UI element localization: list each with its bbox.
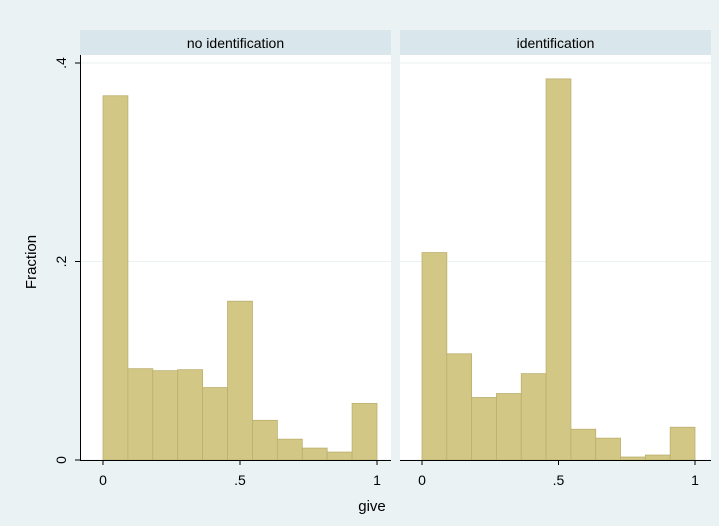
x-axis-label: give bbox=[358, 498, 386, 515]
histogram-bar bbox=[446, 353, 473, 461]
panel-title: no identification bbox=[187, 35, 284, 51]
histogram-bar bbox=[177, 369, 204, 461]
histogram-bar bbox=[152, 370, 179, 461]
histogram-bar bbox=[127, 368, 154, 461]
y-tick-label: 0 bbox=[53, 456, 69, 464]
x-tick-label: 0 bbox=[418, 472, 426, 488]
histogram-bar bbox=[471, 397, 497, 461]
panel-2: identification 0 .5 1 bbox=[400, 30, 711, 488]
histogram-bar bbox=[520, 373, 547, 461]
histogram-bar bbox=[276, 438, 303, 461]
panel-title-strip bbox=[80, 30, 391, 55]
histogram-bar bbox=[301, 447, 328, 461]
histogram-bar bbox=[252, 419, 278, 461]
histogram-bar bbox=[644, 454, 671, 461]
x-tick-label: .5 bbox=[553, 472, 565, 488]
y-tick-label: .4 bbox=[53, 57, 69, 69]
histogram-bar bbox=[545, 78, 572, 461]
histogram-bar bbox=[227, 300, 253, 461]
panel-title: identification bbox=[517, 35, 595, 51]
y-axis-label: Fraction bbox=[23, 235, 40, 289]
x-tick-label: 1 bbox=[691, 472, 699, 488]
histogram-bar bbox=[202, 387, 228, 461]
histogram-bar bbox=[620, 456, 646, 461]
panel-1: no identification 0 .5 1 0 .2 .4 bbox=[53, 30, 391, 488]
x-tick-label: .5 bbox=[234, 472, 246, 488]
histogram-bar bbox=[570, 428, 597, 461]
histogram-bar bbox=[669, 426, 696, 461]
panel-title-strip bbox=[400, 30, 711, 55]
x-tick-label: 0 bbox=[99, 472, 107, 488]
histogram-bar bbox=[595, 437, 621, 461]
histogram-bar bbox=[326, 451, 353, 461]
histogram-bar bbox=[421, 252, 448, 461]
histogram-bar bbox=[351, 403, 378, 461]
x-tick-label: 1 bbox=[373, 472, 381, 488]
histogram-bar bbox=[496, 393, 522, 461]
y-tick-label: .2 bbox=[53, 255, 69, 267]
histogram-bar bbox=[102, 95, 129, 461]
